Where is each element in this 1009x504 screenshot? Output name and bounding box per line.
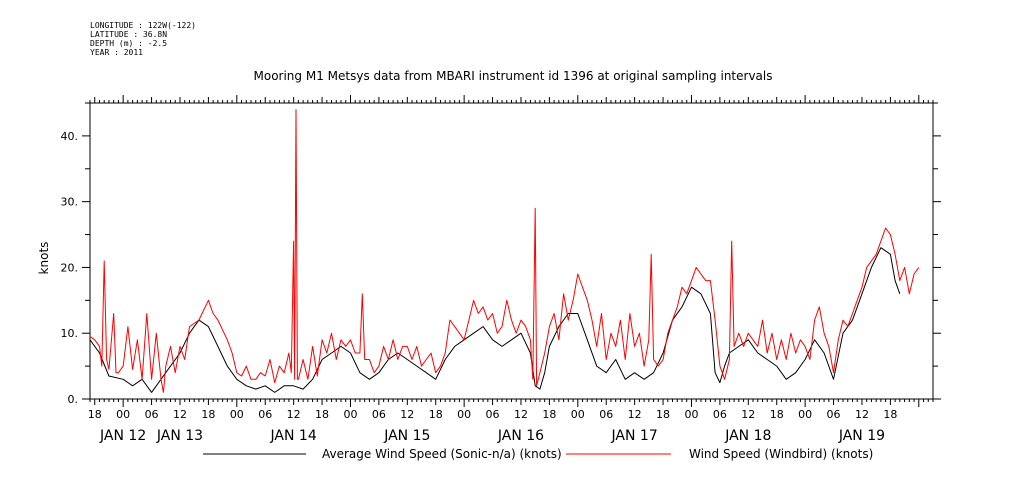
legend-label-windbird: Wind Speed (Windbird) (knots) <box>689 447 873 461</box>
x-tick-label: 06 <box>713 408 727 421</box>
x-day-label: JAN 14 <box>270 428 317 444</box>
x-day-label: JAN 13 <box>156 428 203 444</box>
x-tick-label: 06 <box>372 408 386 421</box>
legend-label-average: Average Wind Speed (Sonic-n/a) (knots) <box>322 447 562 461</box>
latitude-text: LATITUDE : 36.8N <box>90 30 168 39</box>
x-tick-label: 06 <box>258 408 272 421</box>
x-tick-label: 00 <box>343 408 357 421</box>
x-tick-label: 18 <box>429 408 443 421</box>
x-tick-label: 18 <box>88 408 102 421</box>
series-line-average-wind-speed <box>89 247 901 393</box>
x-tick-label: 00 <box>798 408 812 421</box>
y-tick-label: 0. <box>68 393 79 406</box>
x-day-label: JAN 18 <box>724 428 771 444</box>
x-tick-label: 18 <box>883 408 897 421</box>
x-tick-label: 00 <box>684 408 698 421</box>
x-tick-label: 18 <box>315 408 329 421</box>
x-day-label: JAN 19 <box>838 428 885 444</box>
x-day-label: JAN 15 <box>383 428 430 444</box>
series-line-windbird-wind-speed <box>89 109 920 393</box>
y-axis-label: knots <box>37 242 51 275</box>
plot-frame <box>89 102 934 400</box>
year-text: YEAR : 2011 <box>90 48 143 57</box>
x-tick-label: 06 <box>599 408 613 421</box>
x-tick-label: 00 <box>116 408 130 421</box>
longitude-text: LONGITUDE : 122W(-122) <box>90 21 196 30</box>
depth-text: DEPTH (m) : -2.5 <box>90 39 168 48</box>
y-tick-label: 10. <box>61 327 79 340</box>
x-tick-label: 12 <box>514 408 528 421</box>
x-tick-label: 18 <box>770 408 784 421</box>
x-tick-label: 18 <box>656 408 670 421</box>
y-tick-label: 20. <box>61 261 79 274</box>
series-layer <box>89 109 920 393</box>
axis-ticks: 0. 10. 20. 30. 40. 18 00 06 12 18 00 06 12 18 00 06 12 18… <box>61 95 941 444</box>
x-tick-label: 00 <box>457 408 471 421</box>
x-day-label: JAN 16 <box>497 428 544 444</box>
x-day-label: JAN 12 <box>99 428 146 444</box>
x-tick-label: 06 <box>827 408 841 421</box>
x-tick-label: 12 <box>855 408 869 421</box>
x-tick-label: 12 <box>287 408 301 421</box>
metadata-block: LONGITUDE : 122W(-122) LATITUDE : 36.8N … <box>90 21 196 57</box>
x-tick-label: 18 <box>201 408 215 421</box>
x-tick-label: 12 <box>173 408 187 421</box>
x-tick-label: 06 <box>145 408 159 421</box>
chart-title: Mooring M1 Metsys data from MBARI instru… <box>254 69 773 83</box>
y-tick-label: 40. <box>61 130 79 143</box>
x-tick-label: 00 <box>571 408 585 421</box>
legend: Average Wind Speed (Sonic-n/a) (knots) W… <box>203 447 873 461</box>
x-tick-label: 06 <box>486 408 500 421</box>
x-tick-label: 12 <box>400 408 414 421</box>
x-tick-label: 18 <box>542 408 556 421</box>
x-tick-label: 12 <box>741 408 755 421</box>
x-tick-label: 00 <box>230 408 244 421</box>
y-tick-label: 30. <box>61 196 79 209</box>
x-tick-label: 12 <box>628 408 642 421</box>
x-day-label: JAN 17 <box>611 428 658 444</box>
